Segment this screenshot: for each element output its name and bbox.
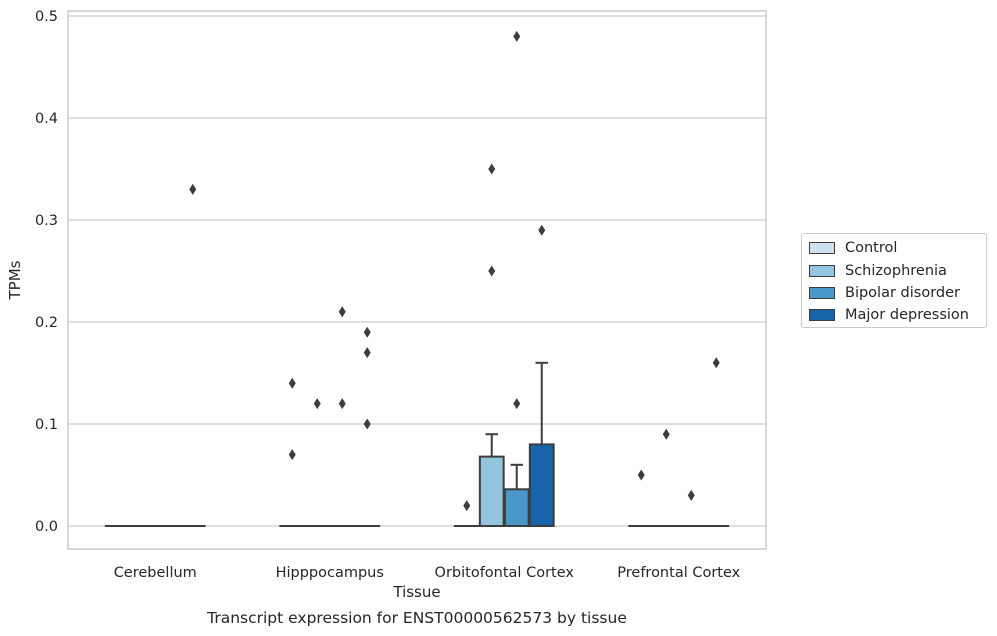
box bbox=[528, 443, 555, 527]
box-3-2 bbox=[678, 489, 705, 528]
y-tick-label: 0.4 bbox=[35, 111, 58, 127]
y-axis-ticks: 0.0 0.1 0.2 0.3 0.4 0.5 bbox=[35, 9, 58, 535]
box-2-3 bbox=[528, 224, 555, 527]
legend-label: Control bbox=[845, 240, 898, 257]
legend-swatch bbox=[809, 242, 835, 255]
outlier-point bbox=[338, 398, 346, 410]
outlier-point bbox=[363, 418, 371, 430]
legend-item: Schizophrenia bbox=[809, 259, 986, 281]
outlier-point bbox=[513, 398, 521, 410]
y-tick-label: 0.2 bbox=[35, 315, 58, 331]
box-2-0 bbox=[453, 500, 480, 528]
y-axis-label: TPMs bbox=[6, 260, 24, 300]
outlier-point bbox=[637, 469, 645, 481]
outlier-point bbox=[662, 428, 670, 440]
legend-item: Major depression bbox=[809, 304, 986, 326]
outlier-point bbox=[687, 489, 695, 501]
plot-frame bbox=[67, 10, 767, 550]
legend-label: Schizophrenia bbox=[845, 262, 947, 279]
box-series bbox=[104, 30, 730, 528]
box-1-3 bbox=[354, 326, 381, 528]
y-tick-label: 0.1 bbox=[35, 417, 58, 433]
box bbox=[503, 488, 530, 527]
x-axis-label: Tissue bbox=[392, 583, 440, 601]
box-2-2 bbox=[503, 30, 530, 527]
outlier-point bbox=[488, 163, 496, 175]
box-1-2 bbox=[329, 306, 356, 528]
box bbox=[478, 455, 505, 528]
x-tick-label: Hipppocampus bbox=[276, 565, 384, 581]
outlier-point bbox=[338, 306, 346, 318]
legend-label: Major depression bbox=[845, 307, 969, 324]
outlier-point bbox=[288, 377, 296, 389]
box-1-0 bbox=[279, 377, 306, 528]
box-2-1 bbox=[478, 163, 505, 528]
outlier-point bbox=[513, 30, 521, 42]
outlier-point bbox=[288, 449, 296, 461]
chart-caption: Transcript expression for ENST0000056257… bbox=[206, 609, 627, 627]
legend-swatch bbox=[809, 286, 835, 299]
outlier-point bbox=[712, 357, 720, 369]
outlier-point bbox=[488, 265, 496, 277]
box-3-3 bbox=[703, 357, 730, 528]
y-tick-label: 0.5 bbox=[35, 9, 58, 25]
legend-item: Control bbox=[809, 237, 986, 259]
legend: Control Schizophrenia Bipolar disorder Majo… bbox=[801, 233, 987, 328]
x-axis-ticks: Cerebellum Hipppocampus Orbitofontal Corte… bbox=[114, 565, 741, 581]
x-tick-label: Cerebellum bbox=[114, 565, 197, 581]
gridlines bbox=[68, 15, 766, 527]
legend-swatch bbox=[809, 309, 835, 322]
outlier-point bbox=[313, 398, 321, 410]
outlier-point bbox=[538, 224, 546, 236]
outlier-point bbox=[189, 183, 197, 195]
x-tick-label: Prefrontal Cortex bbox=[617, 565, 740, 581]
outlier-point bbox=[463, 500, 471, 512]
legend-item: Bipolar disorder bbox=[809, 282, 986, 304]
box-0-3 bbox=[179, 183, 206, 528]
y-tick-label: 0.0 bbox=[35, 519, 58, 535]
y-tick-label: 0.3 bbox=[35, 213, 58, 229]
box-3-1 bbox=[653, 428, 680, 528]
outlier-point bbox=[363, 326, 371, 338]
legend-label: Bipolar disorder bbox=[845, 284, 960, 301]
outlier-point bbox=[363, 347, 371, 359]
x-tick-label: Orbitofontal Cortex bbox=[435, 565, 575, 581]
legend-swatch bbox=[809, 264, 835, 277]
box-1-1 bbox=[304, 398, 331, 528]
box-3-0 bbox=[628, 469, 655, 528]
